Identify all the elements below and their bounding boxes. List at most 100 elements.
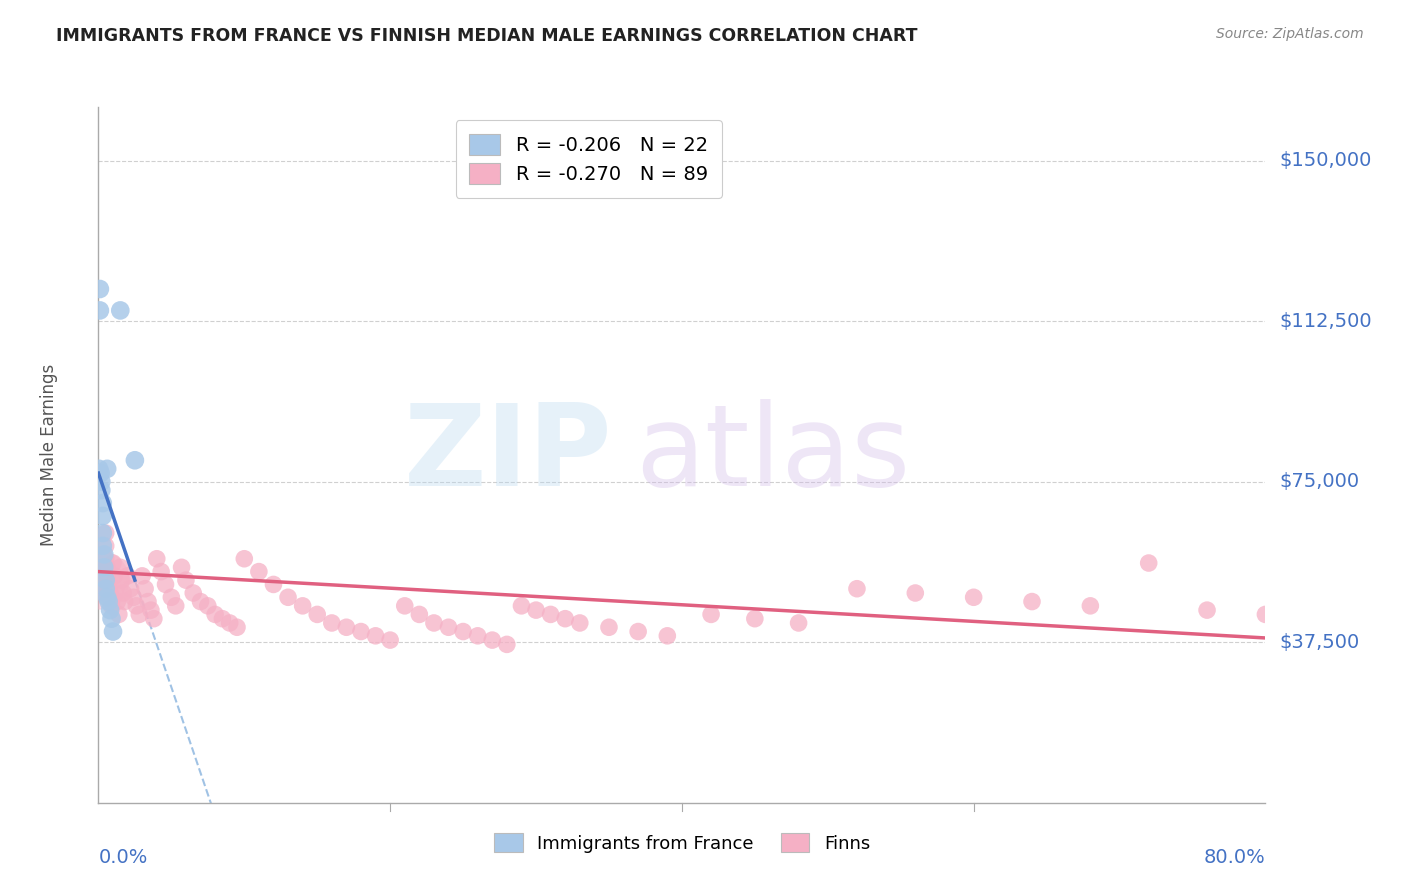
Point (90, 565, 112, 579)
Point (165, 599, 187, 613)
Text: $37,500: $37,500 (1279, 632, 1360, 652)
Point (124, 453, 146, 467)
Text: ZIP: ZIP (404, 400, 612, 510)
Point (467, 629, 489, 643)
Point (262, 577, 284, 591)
Point (146, 551, 169, 566)
Point (142, 612, 165, 626)
Point (190, 594, 212, 608)
Point (94, 551, 117, 566)
Point (627, 624, 650, 639)
Point (89, 303, 111, 318)
Point (364, 629, 387, 643)
Point (110, 303, 132, 318)
Point (1137, 556, 1160, 570)
Point (524, 603, 547, 617)
Point (117, 569, 139, 583)
Point (134, 582, 156, 596)
Point (335, 620, 357, 634)
Point (481, 633, 503, 648)
Point (510, 599, 533, 613)
Point (218, 615, 240, 630)
Point (96, 462, 118, 476)
Point (568, 615, 591, 630)
Point (94, 539, 117, 553)
Point (128, 607, 150, 622)
Point (93, 582, 115, 596)
Point (100, 599, 122, 613)
Point (1254, 607, 1277, 622)
Point (139, 603, 162, 617)
Point (96, 591, 118, 605)
Point (247, 565, 270, 579)
Point (962, 591, 984, 605)
Point (114, 594, 136, 608)
Point (307, 607, 329, 622)
Point (170, 560, 193, 574)
Text: atlas: atlas (636, 400, 911, 510)
Point (94, 582, 117, 596)
Text: IMMIGRANTS FROM FRANCE VS FINNISH MEDIAN MALE EARNINGS CORRELATION CHART: IMMIGRANTS FROM FRANCE VS FINNISH MEDIAN… (56, 27, 918, 45)
Point (496, 637, 519, 651)
Point (120, 582, 142, 596)
Point (97, 582, 120, 596)
Point (89, 573, 111, 587)
Point (181, 586, 204, 600)
Point (291, 599, 314, 613)
Point (408, 607, 430, 622)
Point (197, 599, 219, 613)
Text: $112,500: $112,500 (1279, 311, 1372, 331)
Point (97, 594, 120, 608)
Text: 80.0%: 80.0% (1204, 848, 1265, 867)
Point (93, 560, 115, 574)
Point (1021, 594, 1043, 608)
Point (437, 620, 460, 634)
Point (204, 607, 226, 622)
Point (131, 569, 153, 583)
Point (1195, 603, 1218, 617)
Point (91, 508, 114, 523)
Point (101, 556, 124, 570)
Point (90, 466, 112, 480)
Point (94, 526, 117, 541)
Point (160, 591, 183, 605)
Point (105, 594, 128, 608)
Point (423, 615, 446, 630)
Point (211, 612, 233, 626)
Point (101, 624, 124, 639)
Point (155, 577, 177, 591)
Point (100, 594, 122, 608)
Point (90, 483, 112, 498)
Point (93, 548, 115, 562)
Point (150, 565, 173, 579)
Point (90, 475, 112, 489)
Point (91, 539, 114, 553)
Legend: Immigrants from France, Finns: Immigrants from France, Finns (486, 825, 877, 860)
Point (93, 586, 115, 600)
Point (394, 599, 416, 613)
Point (451, 624, 474, 639)
Point (91, 577, 114, 591)
Point (122, 591, 145, 605)
Text: $75,000: $75,000 (1279, 472, 1360, 491)
Point (554, 612, 576, 626)
Point (540, 607, 562, 622)
Point (91, 496, 114, 510)
Point (136, 594, 159, 608)
Text: 0.0%: 0.0% (98, 848, 148, 867)
Point (700, 607, 723, 622)
Point (598, 620, 620, 634)
Point (104, 582, 127, 596)
Point (100, 612, 122, 626)
Point (226, 620, 249, 634)
Point (96, 560, 118, 574)
Point (233, 551, 256, 566)
Point (174, 573, 197, 587)
Point (96, 569, 118, 583)
Point (98, 591, 121, 605)
Point (89, 462, 111, 476)
Point (97, 577, 120, 591)
Text: Source: ZipAtlas.com: Source: ZipAtlas.com (1216, 27, 1364, 41)
Text: Median Male Earnings: Median Male Earnings (41, 364, 59, 546)
Point (103, 569, 125, 583)
